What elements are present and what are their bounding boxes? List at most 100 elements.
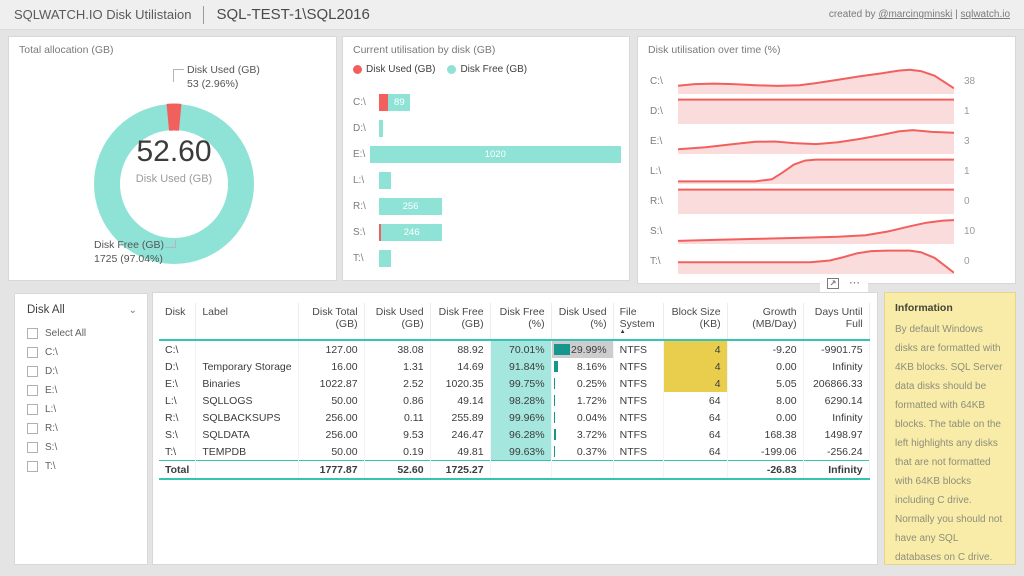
column-header-disk-used[interactable]: Disk Used (%): [551, 303, 614, 340]
checkbox-unchecked[interactable]: [27, 366, 38, 377]
spark-category-label: L:\: [650, 165, 662, 177]
column-header-file-system[interactable]: File System ▲: [613, 303, 664, 340]
bar-segment-free[interactable]: 1020: [369, 145, 621, 163]
bar-track: [379, 249, 621, 267]
cell-label: Temporary Storage: [195, 358, 299, 375]
legend-item-free[interactable]: Disk Free (GB): [447, 64, 527, 75]
filter-item-r[interactable]: R:\: [27, 419, 147, 438]
donut-panel-title: Total allocation (GB): [19, 44, 114, 56]
bar-row: R:\ 256: [353, 193, 621, 219]
cell-disk-total: 1022.87: [298, 375, 365, 392]
cell-block-size: 4: [663, 340, 728, 358]
bar-category-label: T:\: [353, 252, 364, 264]
column-header-block-size-kb[interactable]: Block Size (KB): [663, 303, 728, 340]
column-header-disk[interactable]: Disk: [159, 303, 197, 340]
checkbox-unchecked[interactable]: [27, 461, 38, 472]
focus-mode-icon[interactable]: [824, 276, 842, 290]
bar-row: C:\ 89: [353, 89, 621, 115]
filter-item-label: E:\: [45, 385, 58, 396]
cell-days-until-full: -256.24: [803, 443, 870, 461]
spark-line: [678, 129, 954, 151]
spark-end-value: 3: [964, 135, 970, 147]
cell-label: SQLBACKSUPS: [195, 409, 299, 426]
bar-segment-free[interactable]: [379, 119, 383, 137]
cell-disk: D:\: [159, 358, 197, 375]
cell-disk-total: 16.00: [298, 358, 365, 375]
checkbox-unchecked[interactable]: [27, 442, 38, 453]
chevron-down-icon[interactable]: ⌄: [128, 304, 137, 316]
bar-category-label: D:\: [353, 122, 366, 134]
author-link[interactable]: @marcingminski: [878, 9, 953, 20]
filter-title: Disk All: [27, 304, 65, 316]
cell-file-system: NTFS: [613, 409, 664, 426]
checkbox-unchecked[interactable]: [27, 347, 38, 358]
cell-label: TEMPDB: [195, 443, 299, 461]
bar-row: E:\ 1020: [353, 141, 621, 167]
column-header-days-until-full[interactable]: Days Until Full: [803, 303, 870, 340]
cell-disk-total: 256.00: [298, 426, 365, 443]
column-header-disk-free-gb[interactable]: Disk Free (GB): [430, 303, 491, 340]
table-row: R:\ SQLBACKSUPS 256.00 0.11 255.89 99.96% 0.04…: [159, 409, 870, 426]
legend-item-used[interactable]: Disk Used (GB): [353, 64, 435, 75]
filter-header[interactable]: Disk All ⌄: [15, 294, 147, 322]
cell-file-system: NTFS: [613, 340, 664, 358]
filter-item-l[interactable]: L:\: [27, 400, 147, 419]
spark-end-value: 38: [964, 75, 976, 87]
spark-area-chart: [678, 158, 954, 184]
cell-disk: C:\: [159, 340, 197, 358]
filter-item-label: S:\: [45, 442, 58, 453]
filter-item-d[interactable]: D:\: [27, 362, 147, 381]
bar-segment-free[interactable]: 246: [381, 223, 443, 241]
cell-growth: 168.38: [727, 426, 804, 443]
cell-disk-free: 49.81: [430, 443, 491, 461]
cell-disk-used: 0.11: [364, 409, 431, 426]
filter-checkbox-list: Select All C:\ D:\ E:\ L:\ R:\ S:\ T:\: [15, 322, 147, 476]
bar-segment-used[interactable]: [379, 93, 389, 111]
bar-track: 246: [379, 223, 621, 241]
checkbox-unchecked[interactable]: [27, 404, 38, 415]
filter-item-e[interactable]: E:\: [27, 381, 147, 400]
bar-category-label: E:\: [353, 148, 366, 160]
filter-item-selectall[interactable]: Select All: [27, 324, 147, 343]
checkbox-unchecked[interactable]: [27, 423, 38, 434]
more-options-icon[interactable]: ⋯: [849, 277, 861, 289]
spark-row: L:\ 1: [650, 156, 1009, 186]
spark-category-label: T:\: [650, 255, 661, 267]
cell-block-size: 64: [663, 392, 728, 409]
site-link[interactable]: sqlwatch.io: [960, 9, 1010, 20]
column-header-disk-total-gb[interactable]: Disk Total (GB): [298, 303, 365, 340]
cell-disk-used-pct: 0.37%: [550, 443, 614, 461]
spark-row: T:\ 0: [650, 246, 1009, 276]
spark-panel-title: Disk utilisation over time (%): [648, 44, 781, 56]
column-header-label[interactable]: Label: [195, 303, 299, 340]
bar-segment-used[interactable]: [379, 223, 382, 241]
legend-label: Disk Free (GB): [460, 64, 528, 75]
cell-disk-free-pct: 91.84%: [490, 358, 552, 375]
cell-disk-total: 50.00: [298, 392, 365, 409]
cell-total-disk-used: 52.60: [364, 460, 431, 479]
donut-chart: [94, 103, 254, 264]
cell-disk-free-pct: 99.96%: [490, 409, 552, 426]
spark-line: [678, 219, 954, 242]
column-header-disk-used-gb[interactable]: Disk Used (GB): [364, 303, 431, 340]
checkbox-unchecked[interactable]: [27, 385, 38, 396]
bar-segment-free[interactable]: [379, 171, 392, 189]
column-header-growth-mb-day[interactable]: Growth (MB/Day): [727, 303, 804, 340]
cell-growth: 0.00: [727, 358, 804, 375]
cell-disk-free-pct: 70.01%: [490, 340, 552, 358]
bar-segment-free[interactable]: [379, 249, 392, 267]
filter-item-c[interactable]: C:\: [27, 343, 147, 362]
bar-segment-free[interactable]: 89: [388, 93, 411, 111]
cell-empty: [613, 460, 664, 479]
filter-item-s[interactable]: S:\: [27, 438, 147, 457]
cell-empty: [663, 460, 728, 479]
column-header-disk-free[interactable]: Disk Free (%): [490, 303, 552, 340]
checkbox-unchecked[interactable]: [27, 328, 38, 339]
callout-free-label: Disk Free (GB): [94, 239, 165, 251]
callout-used-value: 53 (2.96%): [187, 78, 239, 90]
spark-area-fill: [678, 99, 954, 124]
filter-item-t[interactable]: T:\: [27, 457, 147, 476]
cell-days-until-full: Infinity: [803, 409, 870, 426]
bar-segment-free[interactable]: 256: [379, 197, 443, 215]
